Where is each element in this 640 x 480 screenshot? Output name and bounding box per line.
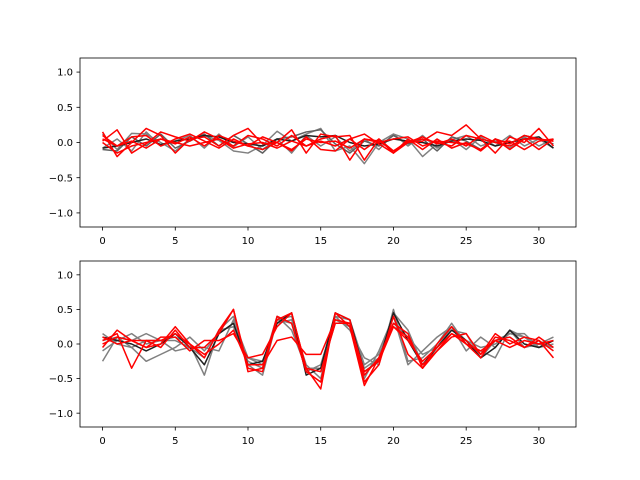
series-line-8 [102, 312, 554, 376]
y-tick-label: 0.0 [57, 340, 73, 351]
x-tick-label: 0 [99, 436, 105, 447]
x-tick-label: 0 [99, 236, 105, 247]
x-tick-label: 30 [533, 436, 546, 447]
x-tick-label: 10 [242, 236, 255, 247]
x-tick-label: 30 [533, 236, 546, 247]
bottom-axes: 0 5 10 15 20 25 30 −1.0 −0.5 0.0 0.5 1.0 [49, 260, 577, 447]
x-tick-label: 10 [242, 436, 255, 447]
y-tick-label: 0.0 [57, 138, 73, 149]
y-tick-label: −0.5 [49, 173, 73, 184]
y-tick-label: 1.0 [57, 68, 73, 79]
y-tick-label: −1.0 [49, 409, 73, 420]
y-tick-label: −0.5 [49, 374, 73, 385]
x-tick-label: 15 [314, 236, 327, 247]
top-axes: 0 5 10 15 20 25 30 −1.0 −0.5 0.0 0.5 1.0 [49, 57, 577, 247]
x-tick-label: 25 [460, 436, 473, 447]
series-line-8 [102, 134, 554, 161]
x-tick-label: 5 [172, 236, 178, 247]
y-tick-label: 0.5 [57, 103, 73, 114]
series-group [101, 124, 555, 165]
series-line-7 [102, 133, 554, 154]
y-tick-label: −1.0 [49, 209, 73, 220]
x-tick-label: 20 [387, 236, 400, 247]
series-group [101, 308, 555, 390]
series-line-7 [102, 319, 554, 373]
y-tick-label: 0.5 [57, 305, 73, 316]
x-tick-label: 20 [387, 436, 400, 447]
x-tick-label: 15 [314, 436, 327, 447]
series-line-0 [102, 127, 554, 165]
y-tick-label: 1.0 [57, 270, 73, 281]
x-tick-label: 25 [460, 236, 473, 247]
x-tick-label: 5 [172, 436, 178, 447]
